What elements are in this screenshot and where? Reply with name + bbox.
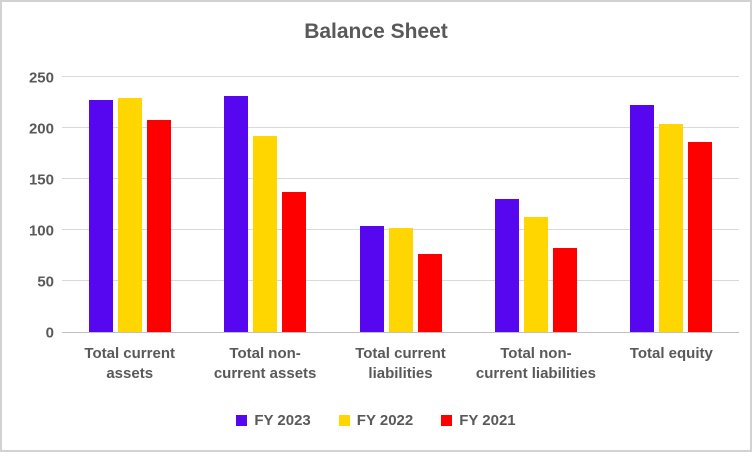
legend: FY 2023 FY 2022 FY 2021 [2,412,750,429]
legend-swatch [441,415,453,426]
bar-fy-2023-4 [630,104,655,332]
bar-group-2 [333,78,468,332]
category-label-2: Total current liabilities [355,345,446,382]
bar-group-1 [197,78,332,332]
bar-group-4 [604,78,739,332]
x-axis-labels: Total current assets Total non-current ass… [62,344,739,384]
bar-fy-2023-2 [359,225,384,332]
y-tick-label-200: 200 [28,120,54,138]
y-tick-label-0: 0 [45,324,54,342]
y-axis: 0 50 100 150 200 250 [8,70,54,342]
bar-fy-2023-1 [224,96,249,332]
bar-group-3 [468,78,603,332]
y-tick-label-50: 50 [37,273,54,291]
category-label-4: Total equity [629,345,713,362]
legend-label: FY 2022 [356,412,414,429]
legend-swatch [338,415,350,426]
legend-label: FY 2023 [254,412,311,429]
bar-groups [62,78,739,332]
bar-group-0 [62,78,197,332]
bar-fy-2021-0 [146,119,171,332]
bar-fy-2023-3 [494,199,519,332]
legend-swatch [236,415,248,426]
bar-fy-2022-2 [388,227,413,332]
gridline-200 [62,127,739,128]
bar-fy-2022-4 [659,123,684,332]
bar-fy-2022-1 [253,136,278,332]
bar-fy-2021-2 [417,254,442,332]
legend-item-fy-2023: FY 2023 [236,412,311,429]
bar-fy-2021-1 [282,192,307,332]
bar-fy-2022-3 [523,216,548,332]
y-tick-label-150: 150 [28,171,54,189]
legend-label: FY 2021 [459,412,516,429]
bar-fy-2021-3 [552,248,577,332]
gridline-250 [62,76,739,77]
gridline-150 [62,178,739,179]
legend-item-fy-2022: FY 2022 [338,412,414,429]
bar-fy-2022-0 [117,98,142,332]
category-label-0: Total current assets [84,345,175,382]
chart-title: Balance Sheet [304,20,448,43]
bar-fy-2023-0 [88,100,113,332]
category-label-3: Total non-current liabilities [475,345,596,382]
y-tick-label-250: 250 [28,69,54,87]
category-label-1: Total non-current assets [213,345,317,382]
plot-area [62,76,739,333]
bar-fy-2021-4 [688,142,713,332]
legend-item-fy-2021: FY 2021 [441,412,516,429]
y-tick-label-100: 100 [28,222,54,240]
